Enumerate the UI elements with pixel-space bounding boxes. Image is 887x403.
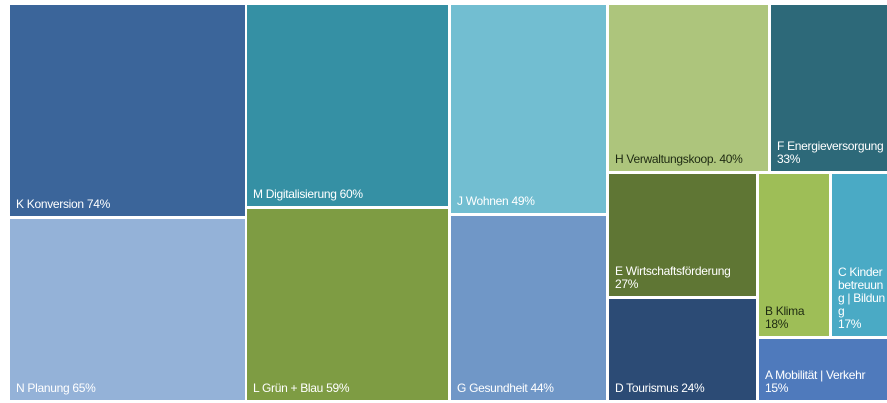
value-label: 49%: [511, 194, 535, 208]
tile-label: F Energieversorgung 33%: [777, 140, 885, 166]
category-name: G Gesundheit: [457, 381, 528, 395]
tile: B Klima 18%: [759, 174, 829, 336]
tile-label: L Grün + Blau 59%: [253, 382, 446, 395]
category-name: H Verwaltungskoop.: [615, 152, 717, 166]
category-name: J Wohnen: [457, 194, 509, 208]
category-name: A Mobilität | Verkehr: [765, 368, 866, 382]
tile: G Gesundheit 44%: [451, 216, 606, 400]
value-label: 15%: [765, 381, 789, 395]
tile-label: A Mobilität | Verkehr 15%: [765, 369, 885, 395]
value-label: 18%: [765, 317, 789, 331]
category-name: C Kinderbetreuung | Bildung: [838, 265, 885, 318]
tile-label: K Konversion 74%: [16, 198, 243, 211]
tile-label: H Verwaltungskoop. 40%: [615, 153, 766, 166]
tile-label: C Kinderbetreuung | Bildung 17%: [838, 266, 885, 331]
value-label: 33%: [777, 152, 801, 166]
tile: M Digitalisierung 60%: [247, 5, 448, 206]
tile: E Wirtschaftsförderung 27%: [609, 174, 756, 296]
category-name: N Planung: [16, 381, 70, 395]
value-label: 60%: [339, 187, 363, 201]
category-name: E Wirtschaftsförderung: [615, 264, 731, 278]
tile-label: N Planung 65%: [16, 382, 243, 395]
value-label: 40%: [719, 152, 743, 166]
value-label: 17%: [838, 317, 862, 331]
tile: J Wohnen 49%: [451, 5, 606, 213]
tile: H Verwaltungskoop. 40%: [609, 5, 768, 171]
value-label: 59%: [326, 381, 350, 395]
category-name: M Digitalisierung: [253, 187, 337, 201]
category-name: D Tourismus: [615, 381, 679, 395]
value-label: 65%: [72, 381, 96, 395]
tile: F Energieversorgung 33%: [771, 5, 887, 171]
tile-label: J Wohnen 49%: [457, 195, 604, 208]
value-label: 74%: [86, 197, 110, 211]
tile: L Grün + Blau 59%: [247, 209, 448, 400]
tile: K Konversion 74%: [10, 5, 245, 216]
tile: N Planung 65%: [10, 219, 245, 400]
tile: C Kinderbetreuung | Bildung 17%: [832, 174, 887, 336]
tile-label: B Klima 18%: [765, 305, 827, 331]
tile-label: M Digitalisierung 60%: [253, 188, 446, 201]
category-name: K Konversion: [16, 197, 84, 211]
category-name: B Klima: [765, 304, 805, 318]
tile-label: G Gesundheit 44%: [457, 382, 604, 395]
tile: A Mobilität | Verkehr 15%: [759, 339, 887, 400]
tile: D Tourismus 24%: [609, 299, 756, 400]
tile-label: D Tourismus 24%: [615, 382, 754, 395]
value-label: 24%: [681, 381, 705, 395]
category-name: L Grün + Blau: [253, 381, 324, 395]
value-label: 44%: [530, 381, 554, 395]
category-name: F Energieversorgung: [777, 139, 884, 153]
tile-label: E Wirtschaftsförderung 27%: [615, 265, 754, 291]
value-label: 27%: [615, 277, 639, 291]
